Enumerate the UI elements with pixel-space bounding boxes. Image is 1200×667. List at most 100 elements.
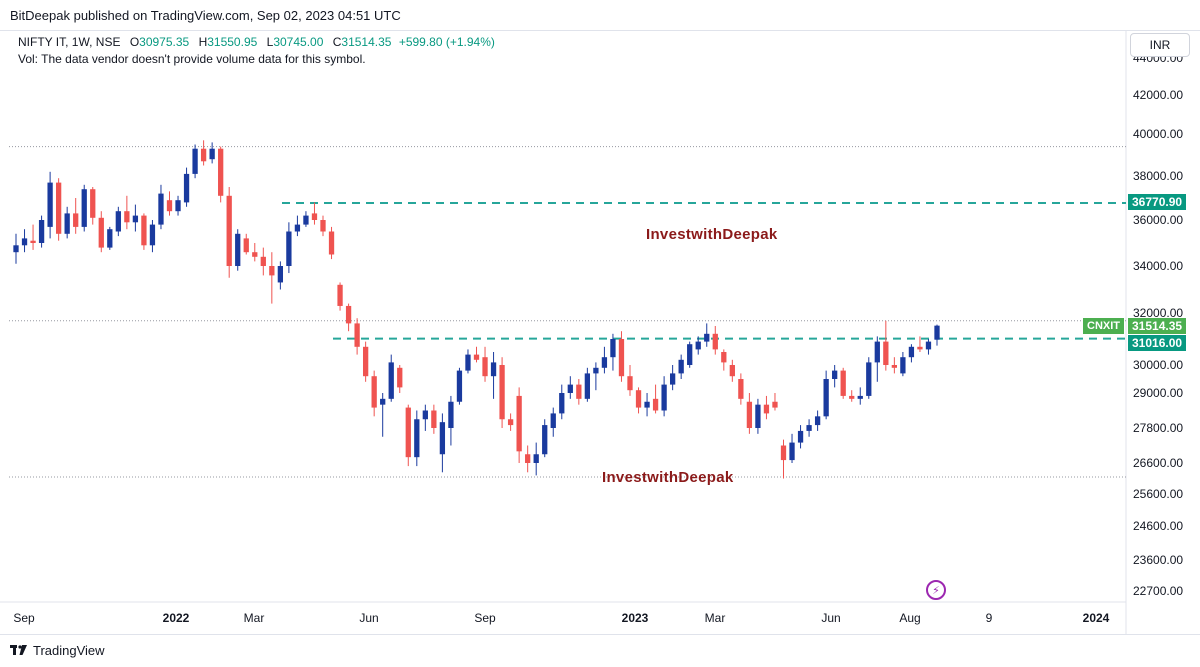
- candle-body: [243, 238, 249, 253]
- x-axis-tick-label: 2024: [1083, 611, 1110, 625]
- volume-note: Vol: The data vendor doesn't provide vol…: [18, 52, 366, 66]
- candle-body: [439, 422, 446, 455]
- candle-body: [687, 344, 693, 365]
- candle-body: [252, 252, 258, 257]
- candle-body: [584, 373, 591, 399]
- candle-body: [448, 401, 454, 428]
- candle-body: [303, 215, 309, 225]
- x-axis-tick-label: Aug: [899, 611, 920, 625]
- candle-body: [823, 379, 829, 417]
- candle-body: [908, 346, 915, 358]
- low-label: L: [266, 35, 274, 49]
- x-axis-tick-label: Mar: [705, 611, 726, 625]
- tradingview-brand: TradingView: [33, 643, 105, 658]
- candle-body: [576, 384, 582, 399]
- candle-body: [166, 200, 173, 212]
- candle-body: [81, 189, 87, 227]
- candle-body: [618, 339, 625, 377]
- candle-body: [917, 346, 923, 350]
- candle-body: [388, 362, 394, 399]
- symbol-name[interactable]: NIFTY IT, 1W, NSE: [18, 35, 121, 49]
- candle-body: [397, 367, 403, 388]
- low-value: 30745.00: [273, 35, 324, 49]
- candle-body: [806, 425, 812, 431]
- candle-body: [13, 245, 19, 253]
- candle-body: [405, 407, 411, 458]
- x-axis-tick-label: 2023: [622, 611, 649, 625]
- candle-body: [712, 333, 718, 350]
- change-value: +599.80 (+1.94%): [398, 35, 495, 49]
- candle-body: [533, 454, 539, 463]
- candle-body: [328, 231, 335, 255]
- candle-body: [490, 362, 497, 377]
- candle-body: [107, 229, 113, 248]
- candle-body: [277, 266, 284, 283]
- y-axis-tick-label: 24600.00: [1133, 519, 1183, 533]
- candle-body: [610, 339, 616, 358]
- tradingview-icon: [10, 644, 27, 655]
- candle-body: [98, 217, 104, 248]
- candle-body: [772, 401, 778, 408]
- candle-body: [601, 357, 608, 368]
- footer: TradingView: [0, 634, 1200, 667]
- candle-body: [269, 266, 275, 276]
- candle-body: [354, 323, 360, 347]
- symbol-legend: NIFTY IT, 1W, NSE O30975.35 H31550.95 L3…: [18, 35, 495, 49]
- y-axis-tick-label: 27800.00: [1133, 421, 1183, 435]
- symbol-tag: CNXIT: [1083, 318, 1124, 334]
- candle-body: [73, 213, 79, 227]
- candle-body: [891, 365, 898, 368]
- candle-body: [874, 341, 880, 363]
- y-axis-tick-label: 42000.00: [1133, 88, 1183, 102]
- y-axis-tick-label: 32000.00: [1133, 306, 1183, 320]
- candle-body: [738, 379, 744, 399]
- currency-selector[interactable]: INR: [1130, 33, 1190, 57]
- candle-body: [516, 395, 522, 452]
- candle-body: [644, 401, 650, 408]
- candle-body: [294, 224, 301, 232]
- close-label: C: [332, 35, 342, 49]
- watermark-text: InvestwithDeepak: [602, 469, 734, 486]
- candle-body: [763, 404, 770, 414]
- candle-body: [780, 445, 787, 461]
- y-axis-tick-label: 25600.00: [1133, 487, 1183, 501]
- top-bar: BitDeepak published on TradingView.com, …: [0, 0, 1200, 31]
- close-value: 31514.35: [341, 35, 392, 49]
- candle-body: [482, 357, 488, 377]
- candle-body: [499, 365, 505, 420]
- lightning-icon[interactable]: ⚡: [926, 580, 946, 600]
- candle-body: [209, 148, 215, 160]
- candle-body: [115, 211, 121, 232]
- candle-body: [380, 398, 386, 405]
- candle-body: [90, 189, 96, 218]
- candle-body: [567, 384, 573, 393]
- neckline-price-tag: 31016.00: [1128, 335, 1187, 351]
- y-axis-tick-label: 38000.00: [1133, 169, 1183, 183]
- watermark-text: InvestwithDeepak: [646, 226, 778, 243]
- candle-body: [669, 373, 676, 385]
- candle-body: [542, 425, 548, 455]
- x-axis-tick-label: Jun: [821, 611, 840, 625]
- candle-body: [525, 454, 531, 463]
- candle-body: [218, 148, 224, 196]
- y-axis-tick-label: 34000.00: [1133, 259, 1183, 273]
- x-axis-tick-label: Sep: [474, 611, 496, 625]
- candle-body: [755, 404, 761, 428]
- y-axis-tick-label: 29000.00: [1133, 386, 1183, 400]
- candle-body: [38, 220, 45, 243]
- tradingview-logo[interactable]: TradingView: [10, 643, 105, 658]
- x-axis-tick-label: Sep: [13, 611, 35, 625]
- published-by-line: BitDeepak published on TradingView.com, …: [10, 8, 401, 23]
- candle-body: [431, 410, 437, 428]
- candle-body: [260, 256, 266, 266]
- candle-body: [925, 341, 932, 350]
- last-price-tag: 31514.35: [1128, 318, 1187, 334]
- high-label: H: [198, 35, 208, 49]
- candle-body: [729, 365, 735, 377]
- candle-body: [345, 305, 352, 324]
- candle-body: [866, 362, 872, 396]
- candle-body: [849, 395, 855, 399]
- y-axis-tick-label: 26600.00: [1133, 456, 1183, 470]
- candle-body: [465, 354, 471, 371]
